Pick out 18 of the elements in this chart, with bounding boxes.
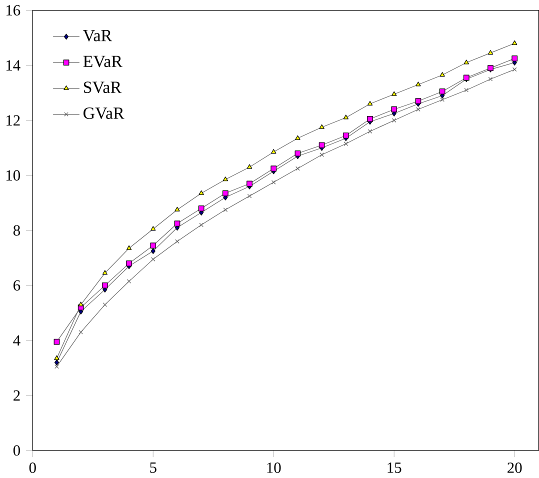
legend-label: GVaR bbox=[84, 107, 124, 119]
y-tick-label: 2 bbox=[14, 390, 20, 401]
legend-label: SVaR bbox=[84, 82, 122, 94]
x-tick-label: 0 bbox=[29, 462, 36, 473]
y-tick-label: 16 bbox=[6, 5, 20, 16]
x-tick-label: 5 bbox=[150, 462, 156, 473]
y-tick-label: 12 bbox=[6, 115, 20, 126]
y-tick-label: 0 bbox=[13, 445, 20, 456]
y-tick-label: 4 bbox=[13, 335, 20, 346]
x-tick-label: 15 bbox=[388, 462, 402, 473]
legend-label: VaR bbox=[83, 30, 112, 42]
legend-label: EVaR bbox=[83, 56, 122, 68]
y-tick-label: 6 bbox=[14, 280, 20, 291]
y-tick-label: 8 bbox=[13, 225, 20, 236]
x-tick-label: 10 bbox=[267, 462, 281, 473]
y-tick-label: 10 bbox=[6, 170, 20, 181]
x-tick-label: 20 bbox=[508, 462, 522, 473]
y-tick-label: 14 bbox=[6, 60, 20, 70]
